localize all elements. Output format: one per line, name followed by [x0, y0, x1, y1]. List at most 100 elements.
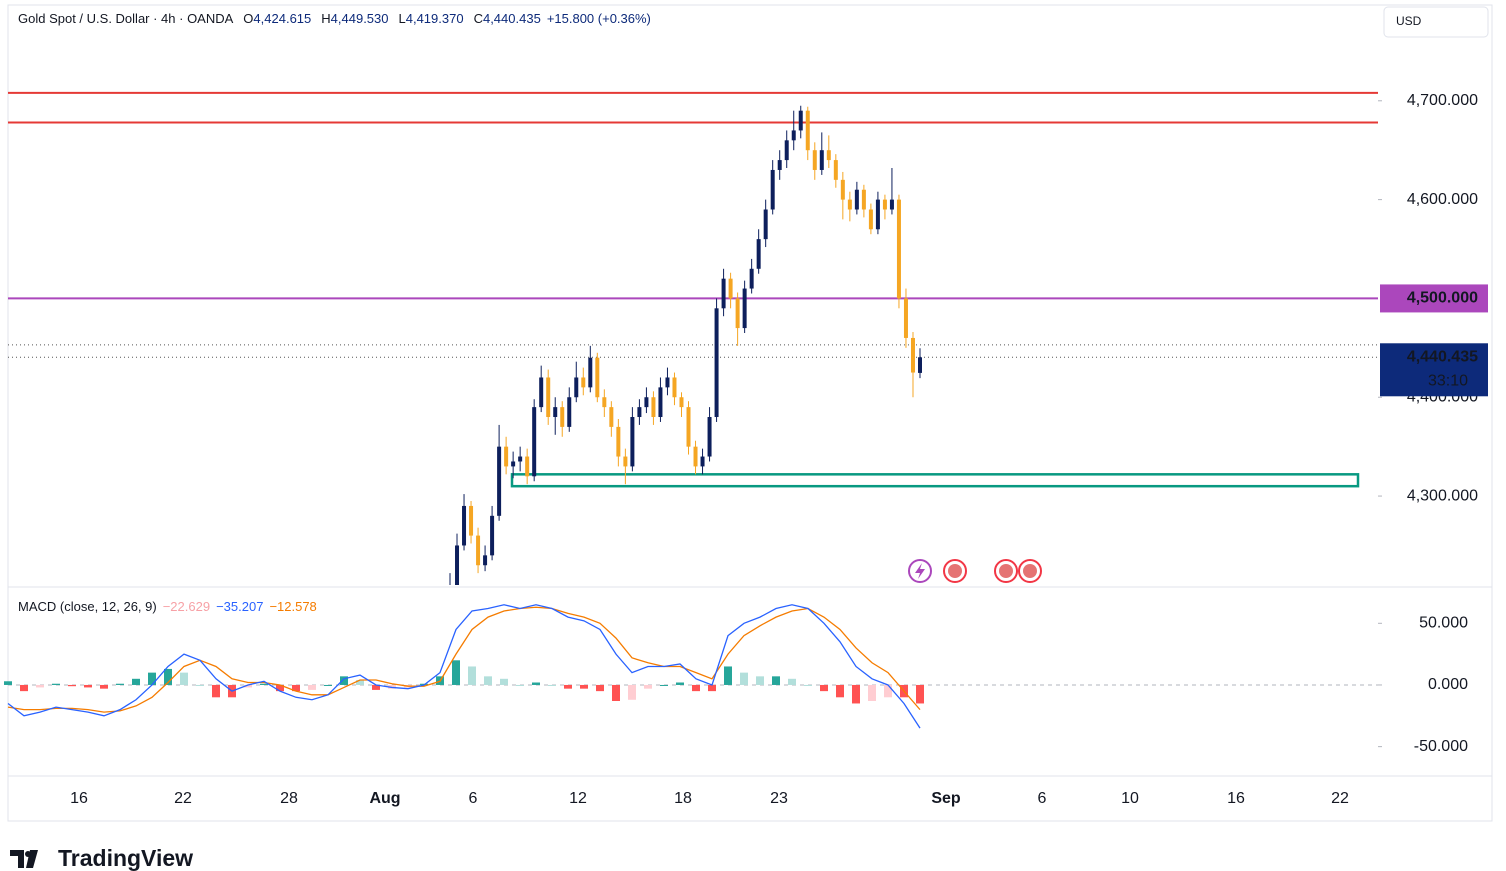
candle-body [511, 461, 516, 467]
candle-body [770, 169, 775, 210]
header-part: Gold Spot / U.S. Dollar · 4h · OANDA [18, 11, 234, 26]
histogram-bar [884, 684, 892, 698]
histogram-bar [4, 681, 12, 685]
candle-body [882, 199, 887, 210]
candle-body [658, 387, 663, 418]
header-part: 4,440.435 [483, 11, 541, 26]
candle-body [546, 377, 551, 418]
histogram-bar [292, 684, 300, 692]
candle-body [574, 377, 579, 398]
candle-body [686, 407, 691, 447]
candle-body [560, 407, 565, 427]
brand: TradingView [58, 845, 193, 871]
currency: USD [1396, 14, 1422, 28]
candle-body [588, 357, 593, 388]
candle-body [462, 505, 467, 546]
histogram-bar [836, 684, 844, 698]
candle-body [721, 278, 726, 309]
currency-button[interactable] [1383, 6, 1489, 38]
x-tick-label: 18 [674, 790, 692, 807]
x-tick-label: 28 [280, 790, 298, 807]
x-tick-label: 22 [174, 790, 192, 807]
histogram-bar [132, 678, 140, 685]
candle-body [735, 298, 740, 329]
countdown: 33:10 [1428, 373, 1468, 390]
candle-body [791, 130, 796, 141]
header-part: H [321, 11, 330, 26]
histogram-bar [180, 672, 188, 685]
histogram-bar [356, 680, 364, 685]
candle-body [812, 150, 817, 170]
candle-body [623, 456, 628, 467]
x-tick-label: 6 [469, 790, 478, 807]
x-tick-label: Sep [931, 790, 961, 807]
candle-body [889, 199, 894, 210]
candle-body [903, 298, 908, 338]
candle-body [847, 199, 852, 210]
histogram-bar [452, 660, 460, 685]
histogram-bar [308, 684, 316, 690]
candle-body [630, 417, 635, 467]
candle-body [609, 407, 614, 427]
x-tick-label: 10 [1121, 790, 1139, 807]
y-tick-label: 4,700.000 [1407, 92, 1478, 109]
histogram-bar [516, 684, 524, 686]
histogram-bar [148, 672, 156, 685]
candle-body [525, 456, 530, 477]
level-label: 4,500.000 [1407, 290, 1478, 307]
candle-body [728, 278, 733, 299]
histogram-bar [164, 668, 172, 685]
candle-body [918, 357, 922, 373]
histogram-bar [804, 684, 812, 686]
candle-body [742, 288, 747, 329]
histogram-bar [644, 684, 652, 689]
histogram-bar [468, 666, 476, 685]
logo-mark [10, 850, 38, 868]
macd-legend: MACD (close, 12, 26, 9) −22.629 −35.207 −12… [18, 599, 317, 614]
histogram-bar [868, 684, 876, 701]
histogram-bar [708, 684, 716, 692]
candle-body [595, 357, 600, 398]
logo-mark [25, 851, 31, 857]
candle-body [756, 239, 761, 269]
candle-body [637, 407, 642, 418]
candle-body [749, 268, 754, 289]
y-tick-label: 4,300.000 [1407, 487, 1478, 504]
candle-body [504, 446, 509, 467]
histogram-bar [484, 676, 492, 685]
histogram-bar [20, 684, 28, 692]
macd-legend-value: −12.578 [269, 599, 316, 614]
signal-line [7, 606, 921, 713]
histogram-bar [676, 682, 684, 685]
histogram-bar [500, 678, 508, 685]
histogram-bar [276, 684, 284, 692]
histogram-bar [852, 684, 860, 704]
histogram-bar [212, 684, 220, 698]
candle-body [553, 407, 558, 418]
candle-body [777, 160, 782, 170]
candle-body [784, 140, 789, 161]
candle-body [679, 397, 684, 408]
histogram-bar [324, 684, 332, 686]
header-part: C [474, 11, 483, 26]
candle-body [665, 377, 670, 388]
candle-body [518, 456, 523, 462]
macd-title: MACD (close, 12, 26, 9) [18, 599, 157, 614]
histogram-bar [100, 684, 108, 689]
histogram-bar [244, 684, 252, 688]
price-pane [8, 91, 1378, 585]
header-part: 4,449.530 [331, 11, 389, 26]
histogram-bar [756, 676, 764, 685]
candle-body [819, 150, 824, 170]
histogram-bar [196, 684, 204, 686]
candle-body [840, 179, 845, 200]
histogram-bar [660, 684, 668, 686]
candle-body [693, 446, 698, 467]
candle-body [476, 535, 481, 566]
candle-body [567, 397, 572, 427]
candle-body [896, 199, 901, 299]
event-icon [999, 564, 1013, 578]
candle-body [707, 417, 712, 457]
header-part: O [243, 11, 253, 26]
